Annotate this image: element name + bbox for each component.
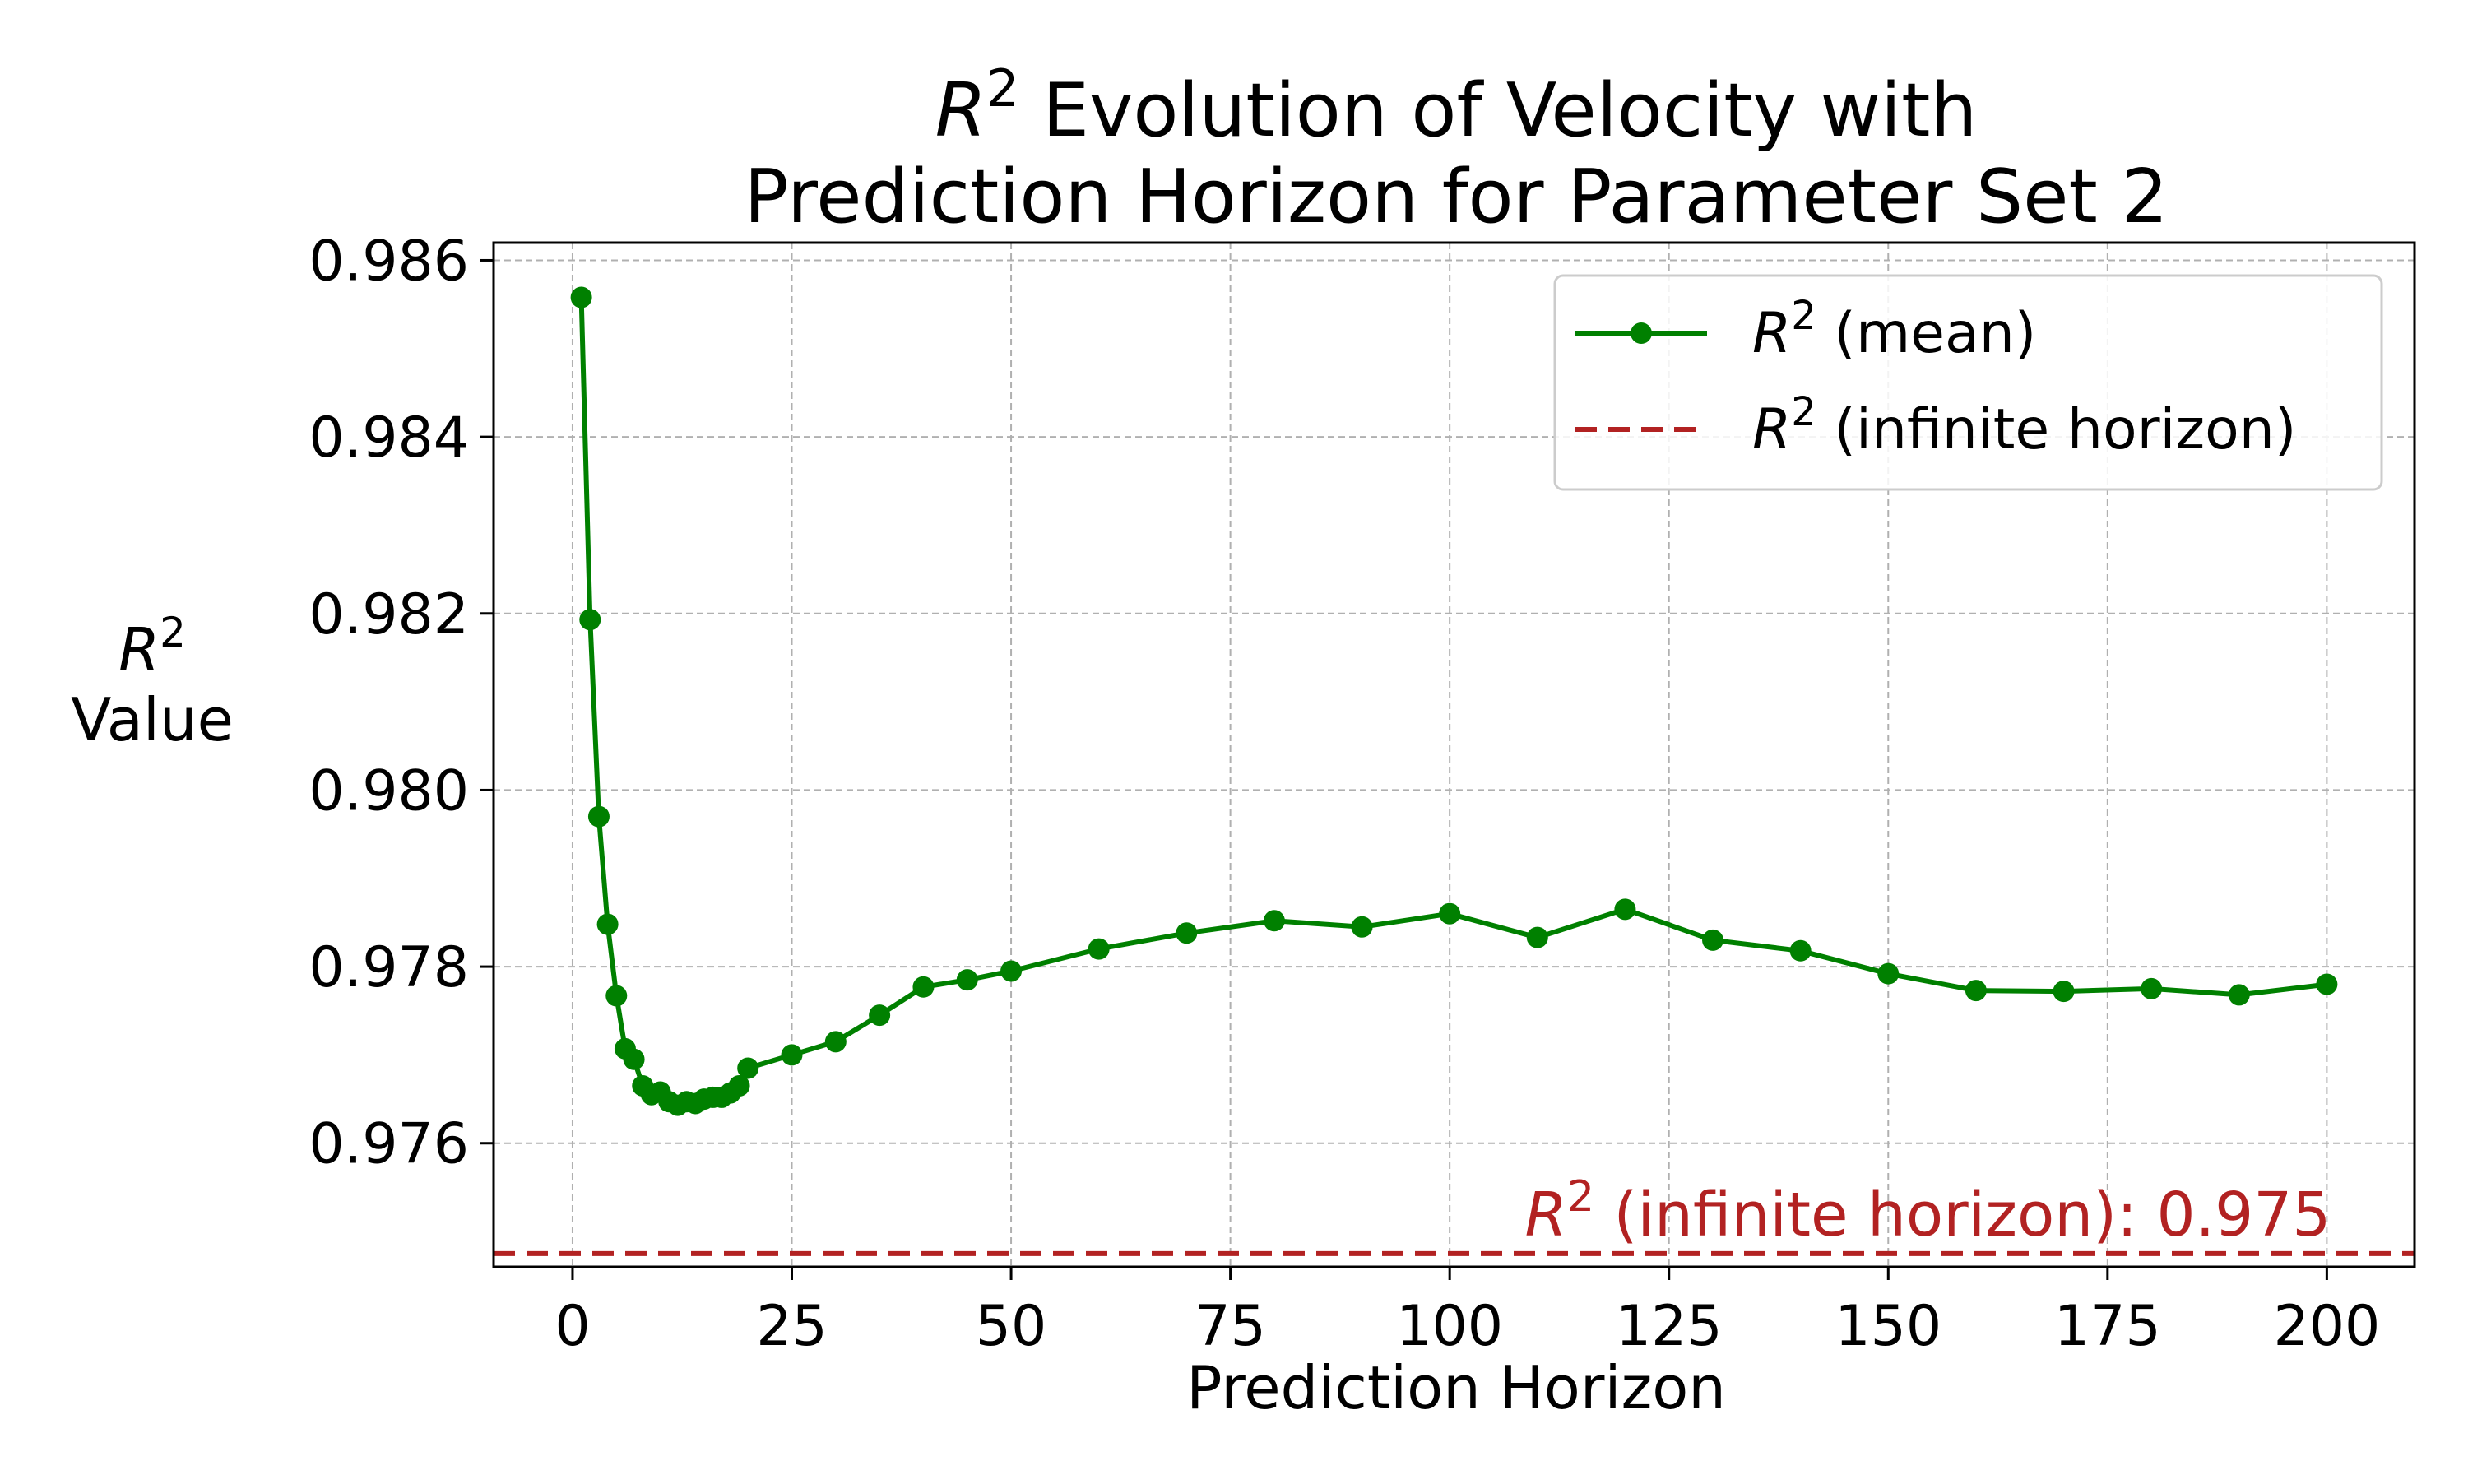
- y-axis-label: Value: [71, 685, 234, 754]
- x-tick-label: 0: [554, 1294, 590, 1359]
- mean-series-point: [2228, 984, 2250, 1006]
- mean-series-point: [587, 805, 610, 828]
- mean-series-point: [1614, 898, 1636, 921]
- y-tick-label: 0.982: [308, 582, 469, 647]
- y-tick-label: 0.976: [308, 1112, 469, 1177]
- mean-series-point: [2316, 973, 2338, 995]
- legend-infinite-horizon-label: R2 (infinite horizon): [1752, 389, 2296, 462]
- x-tick-label: 50: [976, 1294, 1047, 1359]
- y-axis-ticks: 0.976 0.978 0.980 0.982 0.984 0.986: [308, 229, 494, 1177]
- mean-series-point: [2141, 977, 2163, 999]
- mean-series-point: [1702, 929, 1724, 951]
- chart-title-line-1: R2 Evolution of Velocity with: [935, 58, 1978, 155]
- mean-series-point: [2053, 981, 2075, 1003]
- legend: R2 (mean) R2 (infinite horizon): [1553, 274, 2383, 491]
- mean-series-markers: [570, 286, 2338, 1116]
- plot-frame: [492, 241, 2416, 1268]
- mean-series-point: [1088, 938, 1110, 960]
- chart-title-line-2: Prediction Horizon for Parameter Set 2: [744, 154, 2168, 240]
- mean-series-point: [596, 913, 619, 935]
- y-tick-label: 0.984: [308, 406, 469, 471]
- mean-series-point: [623, 1048, 645, 1070]
- mean-series-point: [1000, 960, 1023, 982]
- x-tick-label: 125: [1616, 1294, 1723, 1359]
- mean-series-point: [912, 976, 935, 998]
- legend-mean-label: R2 (mean): [1752, 293, 2036, 366]
- mean-series-point: [605, 985, 628, 1007]
- x-axis-label: Prediction Horizon: [1186, 1353, 1726, 1422]
- x-tick-label: 150: [1835, 1294, 1941, 1359]
- mean-series-point: [869, 1004, 891, 1027]
- x-axis-ticks: 0 25 50 75 100 125 150 175 200: [554, 1267, 2380, 1359]
- x-tick-label: 200: [2273, 1294, 2380, 1359]
- x-tick-label: 75: [1195, 1294, 1266, 1359]
- mean-series-point: [1789, 939, 1812, 962]
- mean-series-point: [579, 609, 601, 631]
- legend-mean-swatch-marker: [1631, 322, 1652, 344]
- mean-series-point: [728, 1074, 750, 1097]
- y-tick-label: 0.980: [308, 758, 469, 823]
- legend-box: [1553, 274, 2383, 491]
- mean-series-point: [1176, 922, 1198, 944]
- mean-series-point: [1526, 926, 1548, 948]
- mean-series-point: [1263, 910, 1285, 932]
- x-tick-label: 100: [1396, 1294, 1503, 1359]
- mean-series-point: [1877, 962, 1900, 985]
- mean-series-point: [824, 1031, 847, 1053]
- mean-series-point: [1965, 980, 1987, 1002]
- mean-series-point: [1439, 902, 1461, 925]
- infinite-horizon-annotation: R2 (infinite horizon): 0.975: [1525, 1172, 2331, 1250]
- mean-series-point: [956, 969, 978, 991]
- mean-series-point: [737, 1057, 759, 1079]
- x-tick-label: 175: [2054, 1294, 2161, 1359]
- x-tick-label: 25: [756, 1294, 828, 1359]
- y-tick-label: 0.978: [308, 935, 469, 1000]
- y-axis-label-symbol: R2: [118, 609, 186, 684]
- mean-series-point: [570, 286, 592, 308]
- mean-series-point: [1351, 916, 1373, 938]
- mean-series-point: [781, 1044, 803, 1066]
- y-tick-label: 0.986: [308, 229, 469, 294]
